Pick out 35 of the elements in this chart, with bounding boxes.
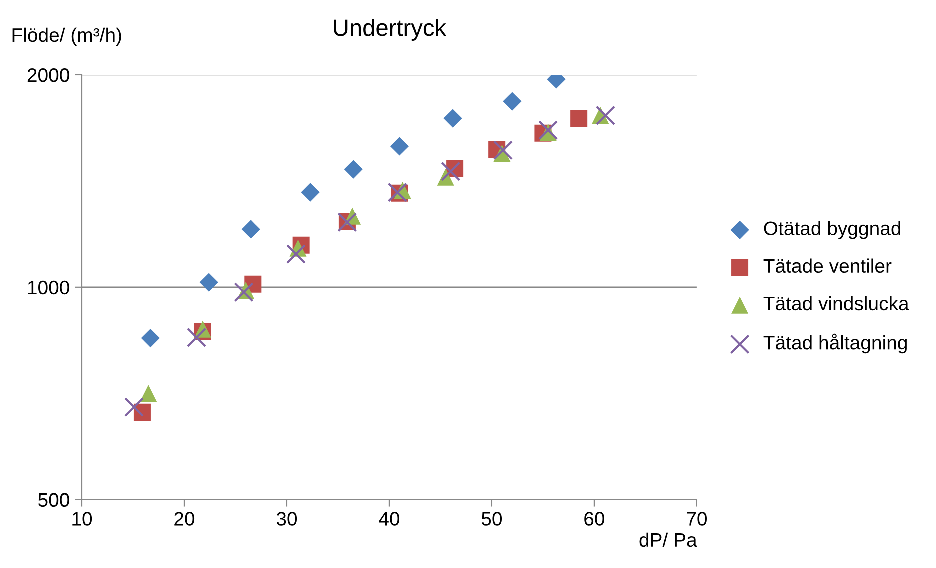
point [200,273,218,292]
point [140,385,158,402]
x-axis-title: dP/ Pa [640,532,698,548]
chart-title: Undertryck [334,18,447,41]
x-tick-label: 50 [482,512,502,526]
x-tick-label: 30 [276,512,298,526]
legend-label: Otätad byggnad [764,221,900,240]
point [441,162,461,182]
point [444,109,462,128]
legend-label: Tätade ventiler [764,258,892,274]
x-tick-label: 40 [379,512,400,526]
point [124,398,144,418]
point [570,110,588,128]
y-tick-label: 500 [38,493,70,508]
point [344,160,363,179]
x-tick-label: 10 [72,512,92,526]
legend-label: Tätad vindslucka [764,296,910,311]
point [242,220,260,239]
x-tick-label: 60 [584,512,605,526]
y-tick-label: 1000 [28,280,70,295]
point [388,182,408,202]
point [493,140,514,160]
point [596,106,616,126]
point [503,92,522,111]
x-tick-label: 20 [174,512,195,526]
legend-label: Tätad håltagning [764,334,907,354]
point [141,328,160,348]
x-tick-label: 70 [687,512,707,526]
point [234,282,254,302]
point [390,137,410,156]
point [286,244,306,264]
y-tick-label: 2000 [28,68,70,82]
y-axis-title: Flöde/ (m³/h) [12,28,122,46]
point [301,183,320,202]
point [186,328,207,348]
